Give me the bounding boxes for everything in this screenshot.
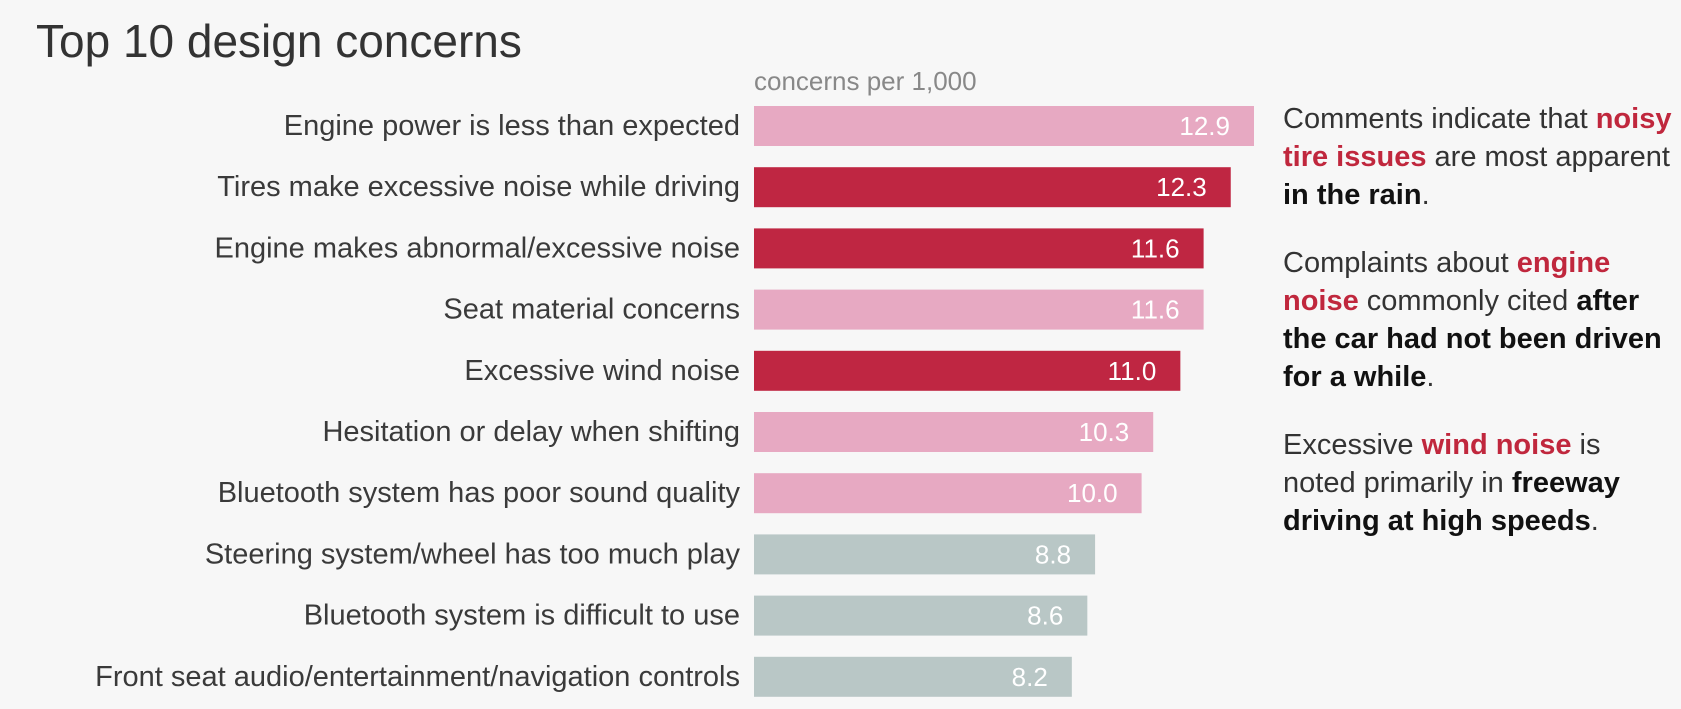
category-label: Bluetooth system has poor sound quality xyxy=(218,477,741,509)
note-text-segment: after the car had not been driven for a … xyxy=(1283,285,1662,393)
bar xyxy=(754,167,1231,208)
note-text-segment: Complaints about xyxy=(1283,247,1517,279)
bar xyxy=(754,350,1181,391)
value-label: 8.6 xyxy=(1027,601,1063,631)
category-label: Hesitation or delay when shifting xyxy=(322,416,740,448)
note-text-segment: . xyxy=(1426,361,1435,393)
category-label: Seat material concerns xyxy=(443,294,740,326)
category-label: Engine power is less than expected xyxy=(284,110,740,142)
note-text-segment: . xyxy=(1421,179,1430,211)
category-label: Engine makes abnormal/excessive noise xyxy=(215,232,741,264)
category-label: Tires make excessive noise while driving xyxy=(217,171,740,203)
note-text-segment: engine noise xyxy=(1283,247,1611,317)
note-text-segment: is noted primarily in xyxy=(1283,429,1601,499)
value-label: 11.6 xyxy=(1131,295,1180,325)
bar xyxy=(754,656,1072,697)
bar xyxy=(754,473,1142,514)
category-label: Excessive wind noise xyxy=(464,355,740,387)
value-label: 10.0 xyxy=(1067,478,1118,508)
value-label: 12.3 xyxy=(1156,172,1207,202)
note-paragraph: Complaints about engine noise commonly c… xyxy=(1283,244,1678,396)
bar xyxy=(754,289,1204,330)
note-paragraph: Excessive wind noise is noted primarily … xyxy=(1283,426,1678,540)
note-text-segment: Excessive xyxy=(1283,429,1422,461)
note-text-segment: . xyxy=(1590,505,1599,537)
bar xyxy=(754,595,1088,636)
value-label: 10.3 xyxy=(1079,417,1130,447)
value-label: 8.8 xyxy=(1035,539,1071,569)
note-text-segment: Comments indicate that xyxy=(1283,103,1596,135)
value-label: 11.0 xyxy=(1108,356,1157,386)
annotation-notes: Comments indicate that noisy tire issues… xyxy=(1283,100,1678,570)
note-text-segment: noisy tire issues xyxy=(1283,103,1672,173)
chart-title: Top 10 design concerns xyxy=(36,15,522,67)
bar xyxy=(754,228,1204,269)
note-text-segment: commonly cited xyxy=(1358,285,1577,317)
value-label: 12.9 xyxy=(1179,111,1230,141)
note-text-segment: freeway driving at high speeds xyxy=(1283,467,1620,537)
bar xyxy=(754,412,1154,452)
axis-units-label: concerns per 1,000 xyxy=(754,66,977,96)
category-label: Bluetooth system is difficult to use xyxy=(304,600,740,632)
bar xyxy=(754,106,1254,146)
bar xyxy=(754,534,1096,575)
note-paragraph: Comments indicate that noisy tire issues… xyxy=(1283,100,1678,214)
note-text-segment: are most apparent xyxy=(1426,141,1670,173)
value-label: 8.2 xyxy=(1012,662,1048,692)
value-label: 11.6 xyxy=(1131,233,1180,263)
note-text-segment: in the rain xyxy=(1283,179,1422,211)
category-label: Steering system/wheel has too much play xyxy=(205,538,741,570)
category-label: Front seat audio/entertainment/navigatio… xyxy=(95,661,740,693)
note-text-segment: wind noise xyxy=(1421,429,1572,461)
